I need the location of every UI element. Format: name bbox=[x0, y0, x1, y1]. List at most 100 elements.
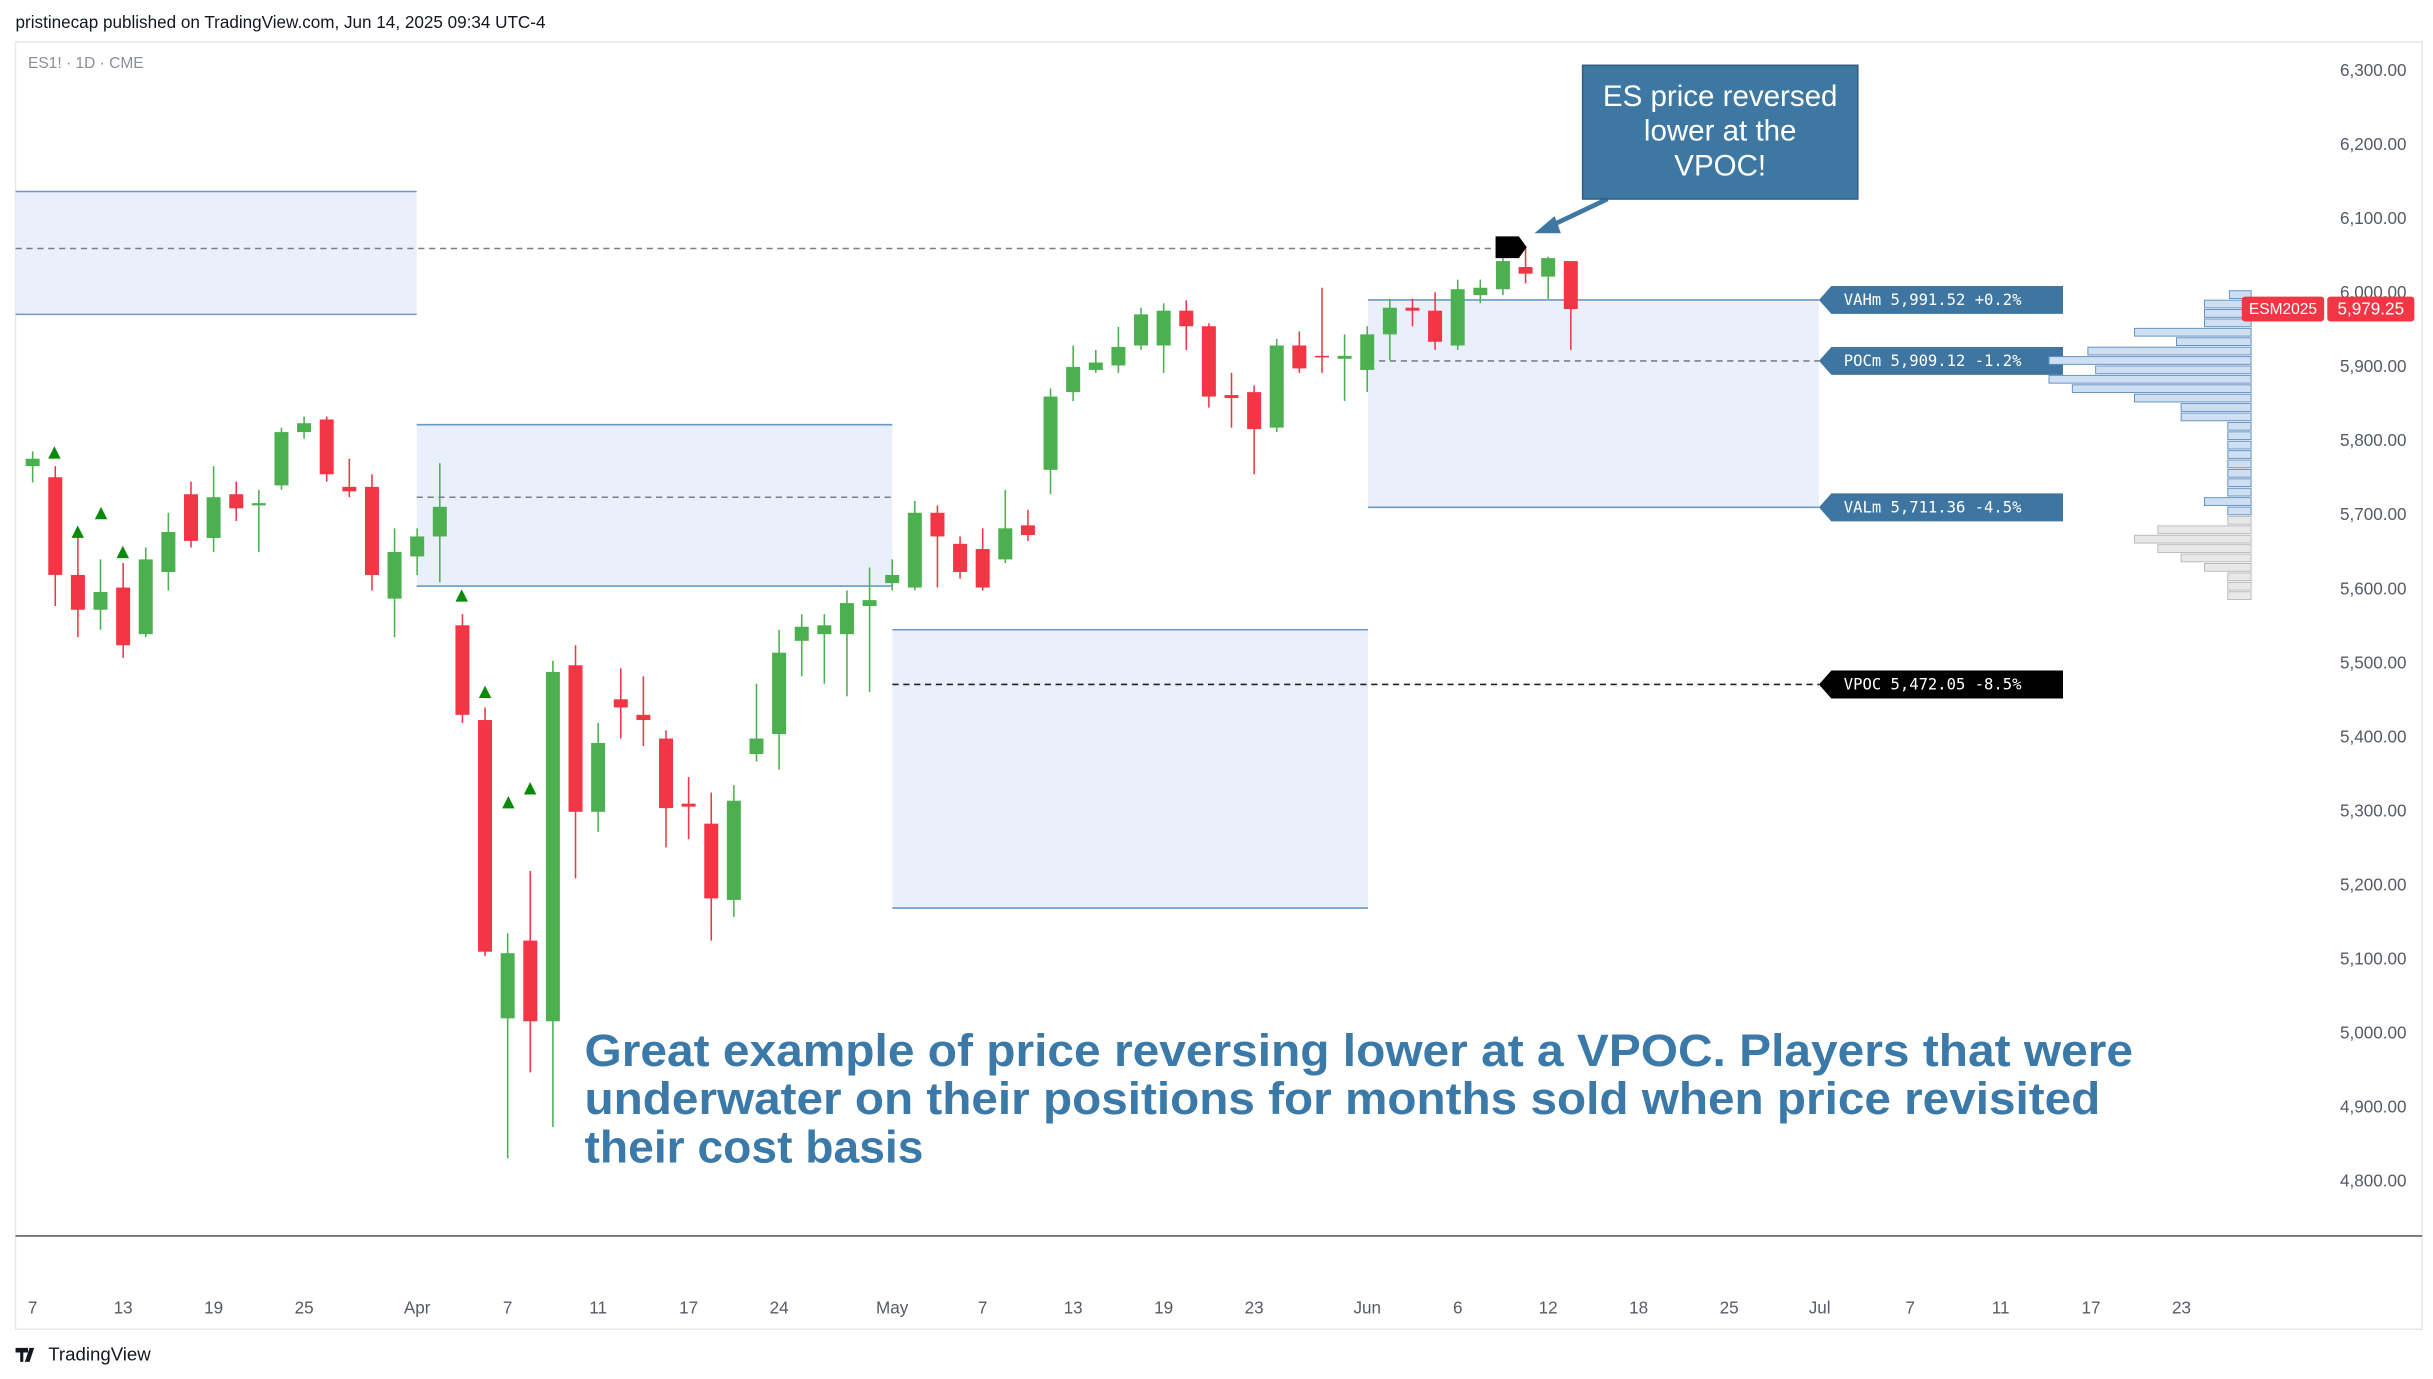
candle-body bbox=[1088, 362, 1103, 370]
profile-bar bbox=[2134, 327, 2252, 337]
candle-body bbox=[1134, 314, 1149, 346]
profile-bar bbox=[2227, 506, 2252, 516]
candle-body bbox=[1428, 310, 1443, 342]
candle-body bbox=[1563, 261, 1578, 310]
x-tick-label: 13 bbox=[1064, 1299, 1083, 1318]
x-tick-label: 7 bbox=[503, 1299, 513, 1318]
profile-bar bbox=[2180, 553, 2252, 563]
note-line: Great example of price reversing lower a… bbox=[585, 1025, 2133, 1076]
profile-bar bbox=[2227, 468, 2252, 478]
value-area bbox=[416, 424, 893, 587]
profile-bar bbox=[2204, 497, 2252, 506]
y-tick-label: 6,100.00 bbox=[2340, 209, 2407, 228]
profile-bar bbox=[2204, 318, 2252, 328]
callout-arrow bbox=[1547, 196, 1609, 230]
level-label: VALm 5,711.36 -4.5% bbox=[1844, 499, 2022, 517]
candle-body bbox=[410, 536, 425, 557]
y-tick-label: 5,300.00 bbox=[2340, 801, 2407, 820]
candle-body bbox=[1020, 525, 1035, 535]
price-tag-label: 5,979.25 bbox=[2338, 299, 2405, 318]
profile-bar bbox=[2227, 591, 2252, 600]
price-tag bbox=[2327, 296, 2415, 322]
candle-body bbox=[545, 671, 560, 1022]
candle-body bbox=[274, 432, 289, 486]
symbol-info: ES1! · 1D · CME bbox=[28, 55, 144, 72]
y-tick-label: 5,500.00 bbox=[2340, 653, 2407, 672]
callout-arrowhead bbox=[1534, 216, 1561, 234]
candle-body bbox=[319, 419, 334, 475]
x-tick-label: 23 bbox=[2172, 1299, 2191, 1318]
candle-body bbox=[455, 625, 470, 715]
signal-marker bbox=[71, 525, 84, 538]
candle-body bbox=[70, 574, 85, 610]
axes: 4,800.00 4,900.00 5,000.00 5,100.00 5,200.00… bbox=[28, 61, 2407, 1317]
level-tag bbox=[1818, 670, 2063, 699]
level-label: VPOC 5,472.05 -8.5% bbox=[1844, 676, 2022, 694]
zones: VPOC 5,472.05 -8.5% VAHm 5,991.52 +0.2% PO… bbox=[15, 190, 2063, 909]
candle-body bbox=[726, 800, 741, 900]
profile-bar bbox=[2095, 365, 2252, 375]
x-tick-label: 11 bbox=[1992, 1299, 2010, 1318]
candle-body bbox=[636, 714, 651, 721]
x-tick-label: 7 bbox=[978, 1299, 988, 1318]
level-tag bbox=[1818, 346, 2063, 375]
candle-body bbox=[568, 665, 583, 812]
y-tick-label: 5,000.00 bbox=[2340, 1023, 2407, 1042]
candle-body bbox=[975, 549, 990, 588]
candle-body bbox=[681, 803, 696, 807]
x-tick-label: 18 bbox=[1629, 1299, 1648, 1318]
candle-body bbox=[930, 512, 945, 537]
y-tick-label: 5,100.00 bbox=[2340, 949, 2407, 968]
volume-profile bbox=[2048, 290, 2252, 600]
candle-body bbox=[1179, 310, 1194, 327]
profile-bar bbox=[2227, 440, 2252, 450]
candle-body bbox=[839, 603, 854, 635]
brand-icon bbox=[15, 1347, 35, 1362]
signal-marker bbox=[116, 545, 130, 559]
candle-body bbox=[1043, 396, 1058, 470]
brand: TradingView bbox=[48, 1344, 151, 1365]
candle-body bbox=[93, 591, 108, 610]
value-area bbox=[15, 191, 417, 315]
candle-body bbox=[251, 503, 266, 506]
candle-body bbox=[48, 477, 63, 575]
candle-body bbox=[953, 543, 968, 572]
candle-body bbox=[998, 528, 1013, 560]
candle-body bbox=[25, 458, 40, 467]
y-tick-label: 6,200.00 bbox=[2340, 135, 2407, 154]
candle-body bbox=[1314, 355, 1329, 358]
candle-body bbox=[387, 551, 402, 599]
candle-body bbox=[1495, 261, 1510, 290]
candle-body bbox=[1405, 307, 1420, 311]
symbol-tag bbox=[2241, 296, 2325, 322]
candle-body bbox=[1360, 334, 1375, 370]
candle-body bbox=[229, 494, 244, 509]
candle-body bbox=[523, 940, 538, 1022]
symbol-tag-label: ESM2025 bbox=[2249, 301, 2317, 318]
level-label: VAHm 5,991.52 +0.2% bbox=[1844, 291, 2022, 309]
profile-bar bbox=[2228, 290, 2252, 299]
profile-bar bbox=[2157, 525, 2252, 535]
candles bbox=[25, 245, 1578, 1159]
x-tick-label: 12 bbox=[1539, 1299, 1558, 1318]
profile-bar bbox=[2227, 459, 2252, 469]
candle-body bbox=[1111, 346, 1126, 366]
candle-body bbox=[364, 486, 379, 575]
candle-body bbox=[432, 506, 447, 537]
profile-bar bbox=[2180, 412, 2252, 422]
signal-markers bbox=[48, 446, 537, 809]
candle-body bbox=[116, 587, 131, 646]
profile-bar bbox=[2157, 544, 2252, 553]
signal-marker bbox=[523, 782, 537, 795]
candle-body bbox=[704, 823, 719, 899]
profile-bar bbox=[2227, 478, 2252, 488]
value-area bbox=[1368, 299, 1819, 508]
callout-line: VPOC! bbox=[1674, 150, 1766, 183]
candle-body bbox=[478, 720, 493, 952]
x-tick-label: 24 bbox=[770, 1299, 789, 1318]
candle-body bbox=[794, 626, 809, 641]
y-tick-label: 5,700.00 bbox=[2340, 505, 2407, 524]
x-tick-label: 17 bbox=[679, 1299, 698, 1318]
